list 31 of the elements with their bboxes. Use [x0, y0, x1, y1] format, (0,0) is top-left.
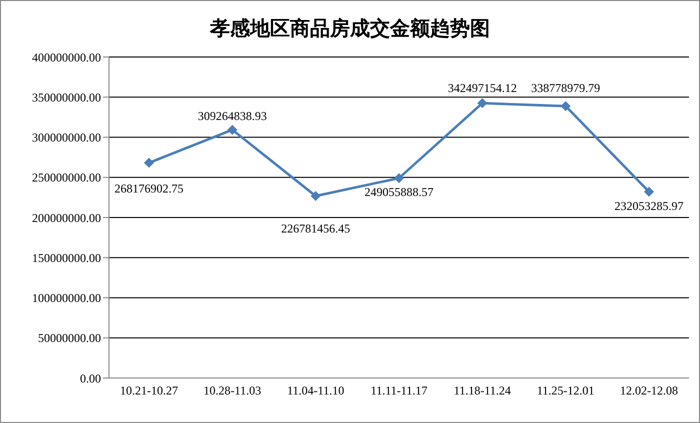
- point: [477, 98, 488, 108]
- point: [227, 124, 238, 135]
- data-label: 309264838.93: [198, 108, 267, 123]
- point: [560, 101, 571, 112]
- y-tick-label: 50000000.00: [38, 331, 101, 346]
- x-tick-label: 11.11-11.17: [370, 384, 428, 398]
- chart-title: 孝感地区商品房成交金额趋势图: [208, 15, 491, 42]
- data-label: 338778979.79: [531, 81, 600, 96]
- y-tick-label: 400000000.00: [32, 50, 101, 64]
- x-tick-label: 12.02-12.08: [620, 384, 678, 398]
- x-tick-label: 10.28-11.03: [204, 384, 262, 398]
- point: [644, 186, 654, 197]
- x-tick-label: 11.04-11.10: [287, 384, 344, 398]
- point: [394, 173, 404, 184]
- data-label: 226781456.45: [281, 222, 350, 236]
- data-label: 268176902.75: [114, 181, 184, 196]
- y-tick-label: 200000000.00: [32, 210, 101, 225]
- y-tick-label: 150000000.00: [32, 250, 101, 265]
- point: [144, 158, 154, 168]
- y-tick-label: 300000000.00: [32, 130, 101, 145]
- x-tick-label: 11.25-12.01: [536, 384, 594, 398]
- x-tick-label: 10.21-10.27: [120, 384, 178, 398]
- data-label: 249055888.57: [364, 185, 434, 200]
- y-tick-label: 0.00: [80, 371, 101, 386]
- x-tick-label: 11.18-11.24: [454, 384, 511, 398]
- y-tick-label: 250000000.00: [32, 170, 101, 185]
- y-tick-label: 100000000.00: [32, 291, 101, 306]
- point: [310, 191, 321, 202]
- y-tick-label: 350000000.00: [32, 90, 101, 104]
- data-label: 342497154.12: [448, 81, 517, 96]
- data-label: 232053285.97: [614, 198, 684, 213]
